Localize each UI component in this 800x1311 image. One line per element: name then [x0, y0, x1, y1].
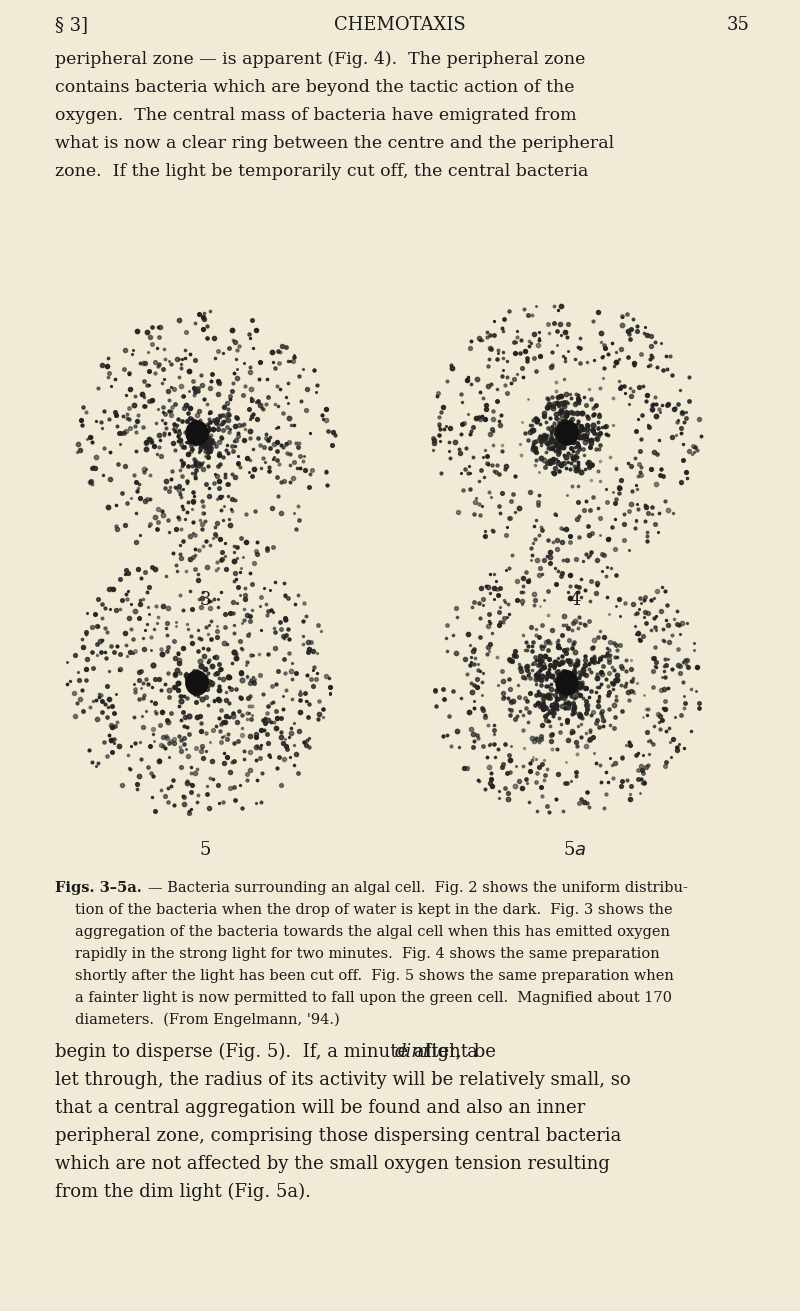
- Text: what is now a clear ring between the centre and the peripheral: what is now a clear ring between the cen…: [55, 135, 614, 152]
- Ellipse shape: [556, 421, 578, 446]
- Text: tion of the bacteria when the drop of water is kept in the dark.  Fig. 3 shows t: tion of the bacteria when the drop of wa…: [75, 903, 673, 916]
- Text: which are not affected by the small oxygen tension resulting: which are not affected by the small oxyg…: [55, 1155, 610, 1173]
- Text: Figs. 3–5a.: Figs. 3–5a.: [55, 881, 142, 895]
- Text: shortly after the light has been cut off.  Fig. 5 shows the same preparation whe: shortly after the light has been cut off…: [75, 969, 674, 983]
- Ellipse shape: [186, 421, 208, 446]
- Text: CHEMOTAXIS: CHEMOTAXIS: [334, 16, 466, 34]
- Text: let through, the radius of its activity will be relatively small, so: let through, the radius of its activity …: [55, 1071, 630, 1089]
- Ellipse shape: [186, 671, 208, 695]
- Text: from the dim light (Fig. 5a).: from the dim light (Fig. 5a).: [55, 1183, 311, 1201]
- Text: light be: light be: [420, 1044, 496, 1061]
- Text: zone.  If the light be temporarily cut off, the central bacteria: zone. If the light be temporarily cut of…: [55, 163, 588, 180]
- Text: contains bacteria which are beyond the tactic action of the: contains bacteria which are beyond the t…: [55, 79, 574, 96]
- Text: § 3]: § 3]: [55, 16, 88, 34]
- Text: rapidly in the strong light for two minutes.  Fig. 4 shows the same preparation: rapidly in the strong light for two minu…: [75, 947, 660, 961]
- Text: 35: 35: [727, 16, 750, 34]
- Ellipse shape: [556, 671, 578, 695]
- Text: begin to disperse (Fig. 5).  If, a minute after, a: begin to disperse (Fig. 5). If, a minute…: [55, 1044, 484, 1061]
- Text: a fainter light is now permitted to fall upon the green cell.  Magnified about 1: a fainter light is now permitted to fall…: [75, 991, 672, 1006]
- Text: dim: dim: [395, 1044, 430, 1061]
- Text: 5$a$: 5$a$: [563, 840, 586, 859]
- Text: oxygen.  The central mass of bacteria have emigrated from: oxygen. The central mass of bacteria hav…: [55, 108, 577, 125]
- Text: peripheral zone, comprising those dispersing central bacteria: peripheral zone, comprising those disper…: [55, 1127, 622, 1145]
- Text: 5: 5: [199, 840, 210, 859]
- Text: — Bacteria surrounding an algal cell.  Fig. 2 shows the uniform distribu-: — Bacteria surrounding an algal cell. Fi…: [148, 881, 688, 895]
- Text: 4: 4: [570, 591, 581, 610]
- Text: 3: 3: [199, 591, 210, 610]
- Text: aggregation of the bacteria towards the algal cell when this has emitted oxygen: aggregation of the bacteria towards the …: [75, 926, 670, 939]
- Text: peripheral zone — is apparent (Fig. 4).  The peripheral zone: peripheral zone — is apparent (Fig. 4). …: [55, 51, 586, 68]
- Text: that a central aggregation will be found and also an inner: that a central aggregation will be found…: [55, 1099, 586, 1117]
- Text: diameters.  (From Engelmann, '94.): diameters. (From Engelmann, '94.): [75, 1013, 340, 1028]
